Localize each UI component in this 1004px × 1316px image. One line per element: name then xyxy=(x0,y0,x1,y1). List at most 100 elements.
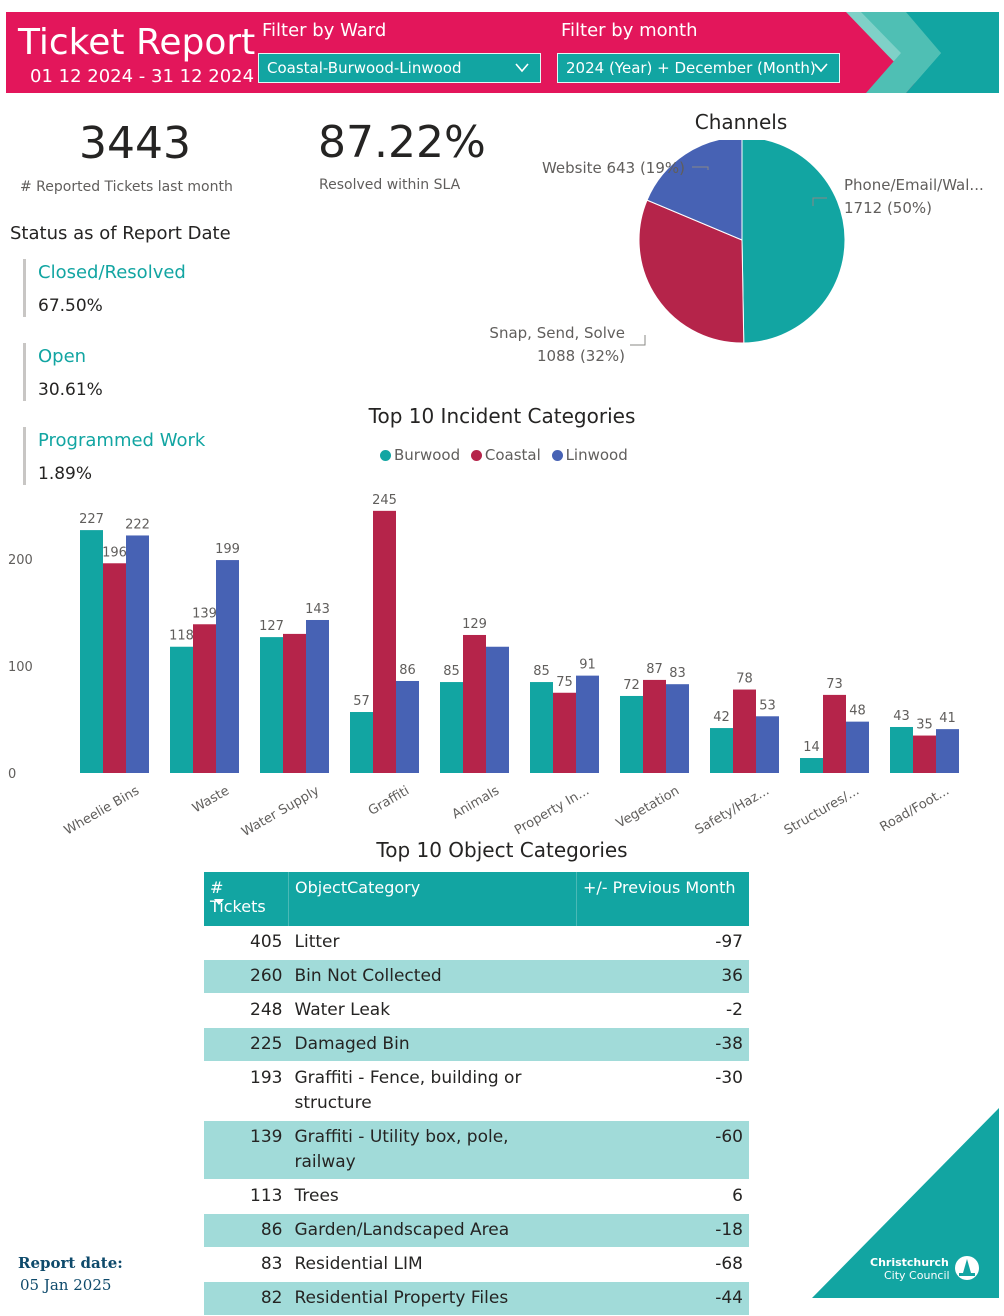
legend-item-linwood[interactable]: Linwood xyxy=(551,446,628,464)
table-row[interactable]: 405 Litter -97 xyxy=(204,926,749,960)
channels-pie-chart[interactable]: Phone/Email/Wal... 1712 (50%) Snap, Send, … xyxy=(480,140,1004,400)
bar-linwood[interactable] xyxy=(126,535,149,773)
sla-kpi-value: 87.22% xyxy=(318,117,486,168)
table-row[interactable]: 248 Water Leak -2 xyxy=(204,994,749,1028)
pie-slice-1[interactable] xyxy=(741,140,846,344)
incident-chart-legend: Burwood Coastal Linwood xyxy=(380,446,634,464)
table-row[interactable]: 86 Garden/Landscaped Area -18 xyxy=(204,1213,749,1248)
status-programmed-label: Programmed Work xyxy=(38,430,206,451)
ticket-count-cell: 193 xyxy=(250,1068,283,1088)
bar-coastal[interactable] xyxy=(193,624,216,773)
table-row[interactable]: 225 Damaged Bin -38 xyxy=(204,1027,749,1062)
change-cell: -2 xyxy=(726,1000,743,1020)
ward-filter-dropdown[interactable]: Coastal-Burwood-Linwood xyxy=(258,53,541,83)
legend-item-burwood[interactable]: Burwood xyxy=(380,446,460,464)
table-row[interactable]: 82 Residential Property Files -44 xyxy=(204,1281,749,1316)
bar-coastal[interactable] xyxy=(283,633,306,773)
bar-burwood[interactable] xyxy=(620,695,643,773)
bar-value-label: 127 xyxy=(259,619,284,634)
bar-burwood[interactable] xyxy=(350,712,373,773)
ticket-count-cell: 86 xyxy=(204,1213,289,1248)
tickets-kpi-caption: # Reported Tickets last month xyxy=(20,179,233,195)
bar-value-label: 85 xyxy=(443,664,460,679)
bar-coastal[interactable] xyxy=(103,563,126,773)
council-logo-panel: Christchurch City Council xyxy=(812,1108,999,1298)
change-cell: 6 xyxy=(732,1186,743,1206)
bar-linwood[interactable] xyxy=(576,675,599,773)
object-category-cell: Trees xyxy=(294,1186,339,1206)
header-decoration xyxy=(846,12,999,93)
month-filter-dropdown[interactable]: 2024 (Year) + December (Month) xyxy=(557,53,840,83)
status-open-label: Open xyxy=(38,346,87,367)
bar-linwood[interactable] xyxy=(666,684,689,773)
x-category-label: Wheelie Bins xyxy=(62,783,142,838)
bar-linwood[interactable] xyxy=(306,619,329,773)
bar-burwood[interactable] xyxy=(710,728,733,773)
bar-burwood[interactable] xyxy=(530,682,553,773)
bar-value-label: 85 xyxy=(533,664,550,679)
change-cell: -44 xyxy=(576,1281,749,1316)
table-row[interactable]: 113 Trees 6 xyxy=(204,1180,749,1214)
bar-linwood[interactable] xyxy=(216,560,239,773)
bar-coastal[interactable] xyxy=(823,694,846,773)
bar-linwood[interactable] xyxy=(846,721,869,773)
month-filter-value: 2024 (Year) + December (Month) xyxy=(566,59,816,77)
ticket-count-cell: 82 xyxy=(204,1281,289,1316)
ward-filter-value: Coastal-Burwood-Linwood xyxy=(267,59,462,77)
table-row[interactable]: 193 Graffiti - Fence, building or structu… xyxy=(204,1062,749,1121)
bar-burwood[interactable] xyxy=(800,758,823,773)
table-row[interactable]: 260 Bin Not Collected 36 xyxy=(204,959,749,994)
report-date-value: 05 Jan 2025 xyxy=(20,1276,112,1294)
pie-leader-line xyxy=(812,197,827,206)
table-row[interactable]: 139 Graffiti - Utility box, pole, railway… xyxy=(204,1120,749,1180)
status-open-value: 30.61% xyxy=(38,380,103,400)
status-divider xyxy=(23,343,26,401)
bar-coastal[interactable] xyxy=(373,510,396,773)
table-row[interactable]: 83 Residential LIM -68 xyxy=(204,1248,749,1282)
x-category-label: Safety/Haz... xyxy=(693,783,772,837)
report-header: Ticket Report 01 12 2024 - 31 12 2024 Fi… xyxy=(6,12,999,93)
bar-burwood[interactable] xyxy=(890,726,913,773)
bar-value-label: 78 xyxy=(736,672,753,687)
legend-item-coastal[interactable]: Coastal xyxy=(470,446,541,464)
change-cell: -18 xyxy=(576,1213,749,1248)
cathedral-logo-icon xyxy=(955,1256,979,1280)
bar-linwood[interactable] xyxy=(756,716,779,773)
object-category-cell: Garden/Landscaped Area xyxy=(288,1213,577,1248)
bar-burwood[interactable] xyxy=(260,637,283,773)
status-closed-value: 67.50% xyxy=(38,296,103,316)
bar-coastal[interactable] xyxy=(643,679,666,773)
bar-linwood[interactable] xyxy=(936,729,959,773)
object-category-cell: Damaged Bin xyxy=(288,1027,577,1062)
bar-burwood[interactable] xyxy=(80,530,103,773)
ticket-count-cell: 225 xyxy=(204,1027,289,1062)
pie-slice-2[interactable] xyxy=(638,199,745,344)
table-header-row: # Tickets ObjectCategory +/- Previous Mo… xyxy=(204,872,749,926)
bar-value-label: 139 xyxy=(192,606,217,621)
ticket-count-cell: 260 xyxy=(204,959,289,994)
bar-burwood[interactable] xyxy=(440,682,463,773)
bar-linwood[interactable] xyxy=(486,646,509,773)
column-header-tickets[interactable]: # Tickets xyxy=(204,872,289,926)
x-category-label: Graffiti xyxy=(366,783,412,818)
x-category-label: Road/Foot... xyxy=(877,783,952,835)
objects-table: # Tickets ObjectCategory +/- Previous Mo… xyxy=(204,872,749,1316)
bar-value-label: 53 xyxy=(759,698,776,713)
bar-coastal[interactable] xyxy=(733,689,756,773)
column-header-change[interactable]: +/- Previous Month xyxy=(576,872,749,926)
pie-slice-3[interactable] xyxy=(646,140,743,241)
bar-linwood[interactable] xyxy=(396,680,419,773)
incident-bar-chart[interactable]: 0 100 200 227 196 222 Wheelie Bins 118 139 199 Was… xyxy=(0,480,1004,840)
bar-coastal[interactable] xyxy=(553,692,576,773)
y-tick-label: 200 xyxy=(8,553,33,568)
x-category-label: Animals xyxy=(450,783,503,822)
change-cell: -60 xyxy=(576,1120,749,1180)
bar-coastal[interactable] xyxy=(913,735,936,773)
bar-coastal[interactable] xyxy=(463,634,486,773)
bar-value-label: 129 xyxy=(462,617,487,632)
report-date-label: Report date: xyxy=(18,1254,123,1272)
column-header-objectcategory[interactable]: ObjectCategory xyxy=(288,872,577,926)
object-category-cell: Bin Not Collected xyxy=(288,959,577,994)
bar-value-label: 75 xyxy=(556,675,573,690)
bar-burwood[interactable] xyxy=(170,646,193,773)
